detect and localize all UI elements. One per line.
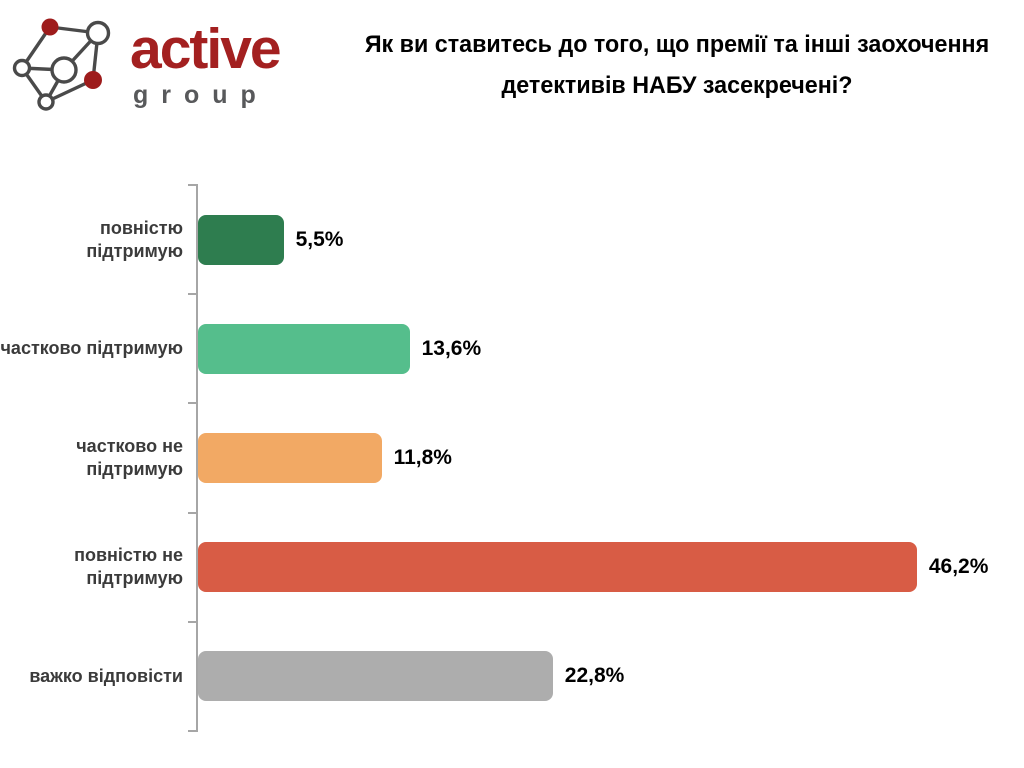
axis-tick — [188, 620, 198, 623]
chart-title: Як ви ставитесь до того, що премії та ін… — [347, 24, 1007, 106]
category-label: частково не підтримую — [76, 435, 183, 479]
logo-sub: group — [133, 81, 269, 109]
y-axis-line — [196, 185, 198, 731]
logo: active group — [12, 6, 312, 121]
axis-tick — [188, 402, 198, 405]
axis-tick — [188, 293, 198, 296]
category-label: повністю підтримую — [86, 217, 183, 261]
value-label: 5,5% — [295, 227, 344, 251]
bar — [198, 542, 917, 593]
logo-brand: active — [130, 17, 282, 81]
axis-tick — [188, 511, 198, 514]
chart-title-line2: детективів НАБУ засекречені? — [501, 72, 853, 99]
bar — [198, 651, 553, 702]
axis-tick — [188, 730, 198, 732]
category-label: повністю не підтримую — [74, 545, 183, 589]
value-label: 22,8% — [564, 664, 625, 688]
value-label: 11,8% — [393, 446, 452, 469]
category-label: важко відповісти — [29, 665, 183, 686]
category-label: частково підтримую — [0, 338, 183, 359]
axis-tick — [188, 184, 198, 186]
bar — [198, 323, 410, 374]
logo-wordmark: active group — [130, 20, 315, 110]
bar — [198, 214, 284, 265]
value-label: 46,2% — [928, 555, 989, 579]
bar — [198, 433, 382, 483]
network-graph-icon — [12, 18, 111, 111]
value-label: 13,6% — [421, 336, 482, 360]
network-nodes — [12, 18, 111, 111]
chart-title-line1: Як ви ставитесь до того, що премії та ін… — [364, 31, 990, 58]
